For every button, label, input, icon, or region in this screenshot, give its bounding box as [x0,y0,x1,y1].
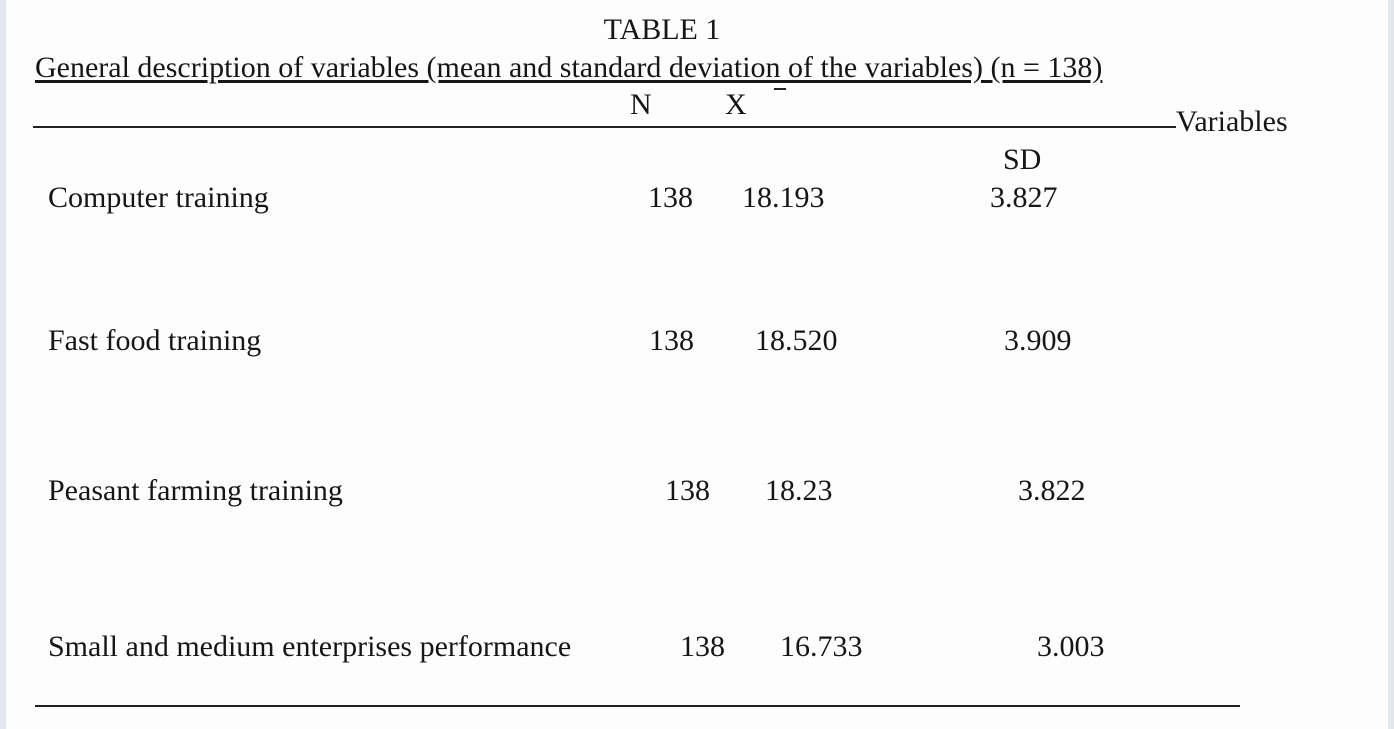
n-value: 138 [648,181,693,214]
variable-name: Fast food training [48,324,262,357]
n-value: 138 [649,324,694,357]
sd-value: 3.827 [990,181,1058,214]
sd-value: 3.909 [1004,324,1072,357]
table-title: TABLE 1 [603,13,721,46]
page-edge [1388,0,1394,729]
header-mean: X [725,88,747,121]
page-edge [0,0,6,729]
n-value: 138 [680,630,725,663]
mean-value: 18.520 [755,324,838,357]
mean-value: 16.733 [780,630,863,663]
top-rule [33,126,1176,128]
mean-overbar [774,88,786,90]
n-value: 138 [665,474,710,507]
header-n: N [630,88,652,121]
header-variables: Variables [1176,105,1288,138]
variable-name: Small and medium enterprises performance [48,630,572,663]
mean-value: 18.193 [742,181,825,214]
sd-value: 3.822 [1018,474,1086,507]
mean-value: 18.23 [765,474,833,507]
table-caption: General description of variables (mean a… [35,51,1103,84]
sd-value: 3.003 [1037,630,1105,663]
variable-name: Peasant farming training [48,474,343,507]
header-sd: SD [1003,143,1042,176]
variable-name: Computer training [48,181,269,214]
bottom-rule [35,705,1240,707]
